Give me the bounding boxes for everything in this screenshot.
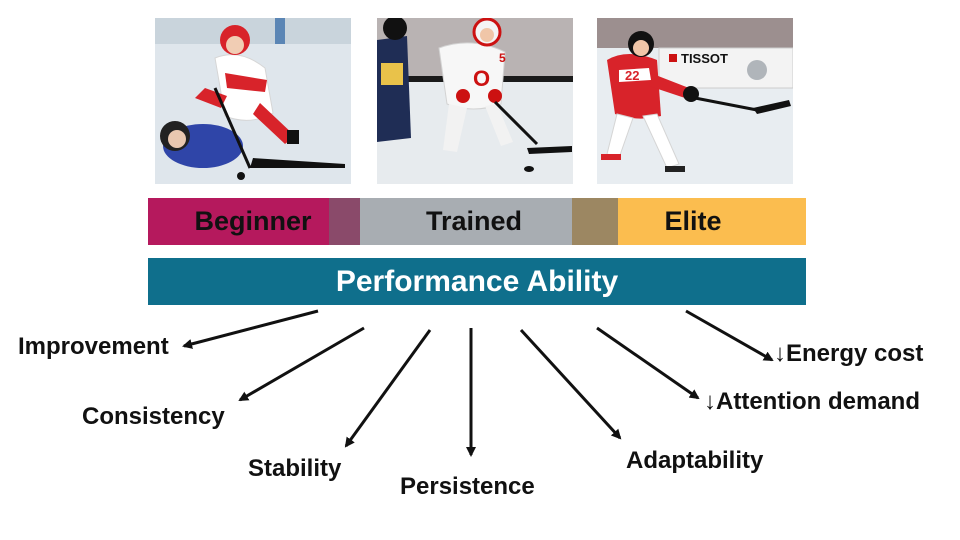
outcome-attention-demand: ↓Attention demand: [704, 388, 920, 415]
outcome-improvement: Improvement: [18, 333, 169, 360]
arrow-consistency: [238, 326, 365, 402]
outcome-adaptability: Adaptability: [626, 447, 764, 474]
jersey-number: 5: [499, 51, 506, 65]
photo-trained-skater: O 5: [377, 18, 573, 184]
outcome-energy-cost: ↓Energy cost: [774, 340, 924, 367]
arrow-adaptability: [519, 328, 622, 440]
photo-beginner-skater: [155, 18, 351, 184]
trained-elite-transition: [572, 198, 618, 245]
beginner-trained-transition: [329, 198, 360, 245]
elite-label: Elite: [664, 206, 722, 236]
arrow-stability: [344, 329, 432, 448]
outcome-stability: Stability: [248, 455, 342, 482]
outcome-persistence: Persistence: [400, 473, 535, 500]
elite-segment: [618, 198, 806, 245]
arrow-attention: [596, 326, 700, 400]
arrow-improvement: [182, 309, 319, 349]
rink-sign-text: TISSOT: [681, 51, 728, 66]
arrow-energy: [685, 309, 774, 362]
svg-text:O: O: [473, 66, 490, 91]
trained-segment: [360, 198, 572, 245]
skill-level-bar: Beginner Trained Elite: [148, 198, 806, 245]
beginner-segment: [148, 198, 329, 245]
performance-ability-bar: Performance Ability: [148, 258, 806, 305]
jersey-number: 22: [625, 68, 639, 83]
outcome-consistency: Consistency: [82, 403, 225, 430]
trained-label: Trained: [425, 206, 523, 236]
beginner-label: Beginner: [194, 206, 312, 236]
photo-elite-skater: TISSOT 22: [597, 18, 793, 184]
